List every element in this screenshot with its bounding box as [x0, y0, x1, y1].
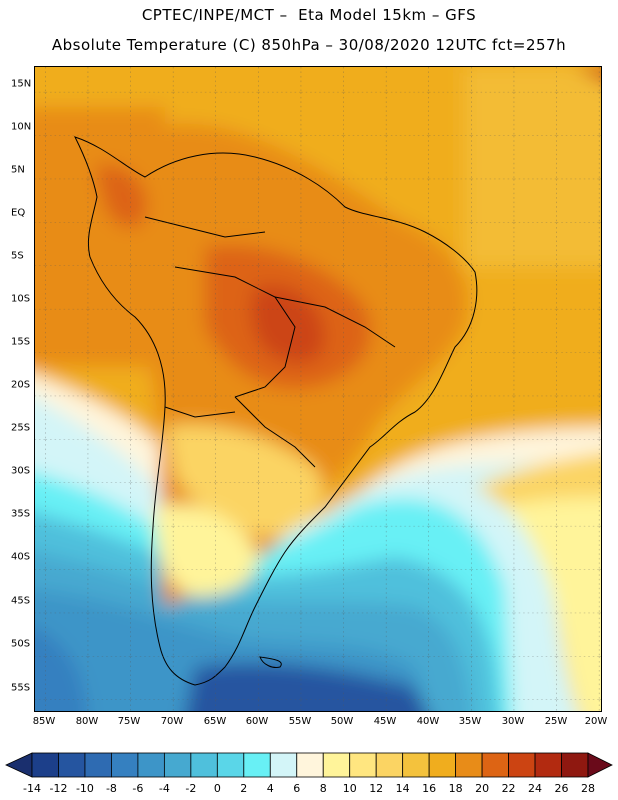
colorbar-cell — [349, 752, 377, 778]
lat-label: 35S — [11, 508, 31, 520]
colorbar-cell — [58, 752, 86, 778]
colorbar-label: 2 — [240, 782, 248, 795]
colorbar-cell — [402, 752, 430, 778]
colorbar-cell — [163, 752, 192, 778]
lat-label: 30S — [11, 465, 31, 477]
lon-label: 40W — [416, 716, 440, 727]
lon-label: 85W — [32, 716, 56, 727]
lat-label: 20S — [11, 379, 31, 391]
colorbar-cell — [534, 752, 562, 778]
colorbar-label: 16 — [422, 782, 437, 795]
lon-label: 70W — [160, 716, 184, 727]
lat-label: 5N — [11, 164, 25, 176]
colorbar-label: 24 — [528, 782, 543, 795]
colorbar-cell — [137, 752, 165, 778]
colorbar-label: -14 — [23, 782, 41, 795]
colorbar-label: 14 — [395, 782, 410, 795]
lon-label: 80W — [75, 716, 99, 727]
lat-label: 15S — [11, 336, 31, 348]
temperature-map[interactable] — [34, 66, 602, 712]
lon-label: 65W — [203, 716, 227, 727]
lat-label: 5S — [11, 250, 24, 262]
lon-label: 75W — [117, 716, 141, 727]
colorbar-label: -4 — [158, 782, 170, 795]
colorbar-label: 8 — [319, 782, 327, 795]
colorbar-cell — [296, 752, 324, 778]
colorbar-cell — [455, 752, 483, 778]
colorbar-cell — [561, 752, 589, 778]
colorbar-label: 6 — [293, 782, 301, 795]
colorbar-cell — [375, 752, 404, 778]
lon-label: 45W — [373, 716, 397, 727]
lat-label: 15N — [11, 78, 32, 90]
colorbar-label: 4 — [266, 782, 274, 795]
colorbar — [5, 752, 613, 778]
lat-label: 25S — [11, 422, 31, 434]
lat-label: 50S — [11, 638, 31, 650]
lon-label: 60W — [245, 716, 269, 727]
lat-label: 10N — [11, 121, 32, 133]
map-title-line1: CPTEC/INPE/MCT – Eta Model 15km – GFS — [141, 6, 477, 24]
colorbar-label: -2 — [185, 782, 197, 795]
colorbar-cell — [111, 752, 139, 778]
colorbar-cell — [190, 752, 218, 778]
colorbar-cell — [508, 752, 536, 778]
lon-label: 50W — [330, 716, 354, 727]
lat-label: 55S — [11, 682, 31, 694]
colorbar-label: -6 — [132, 782, 144, 795]
temperature-field — [35, 67, 601, 711]
colorbar-label: -10 — [75, 782, 94, 795]
colorbar-cell — [216, 752, 245, 778]
lat-label: 45S — [11, 595, 31, 607]
lon-label: 25W — [544, 716, 568, 727]
map-title-line2: Absolute Temperature (C) 850hPa – 30/08/… — [51, 36, 567, 54]
colorbar-label: -8 — [105, 782, 117, 795]
colorbar-label: -12 — [49, 782, 68, 795]
colorbar-cell — [84, 752, 112, 778]
colorbar-label: 28 — [581, 782, 595, 795]
colorbar-cell — [269, 752, 298, 778]
colorbar-over-arrow — [587, 752, 613, 778]
lon-label: 30W — [501, 716, 525, 727]
colorbar-label: 26 — [554, 782, 569, 795]
colorbar-label: 10 — [342, 782, 357, 795]
colorbar-cell — [31, 752, 59, 778]
colorbar-cell — [243, 752, 271, 778]
colorbar-cell — [322, 752, 351, 778]
lon-label: 35W — [458, 716, 482, 727]
colorbar-label: 12 — [369, 782, 384, 795]
lat-label: EQ — [11, 207, 26, 219]
colorbar-label: 22 — [501, 782, 516, 795]
colorbar-cell — [481, 752, 509, 778]
lon-label: 55W — [288, 716, 312, 727]
lat-label: 40S — [11, 551, 31, 563]
colorbar-label: 18 — [448, 782, 463, 795]
colorbar-cell — [428, 752, 457, 778]
colorbar-label: 0 — [213, 782, 221, 795]
lon-label: 20W — [584, 716, 608, 727]
lat-label: 10S — [11, 293, 31, 305]
colorbar-label: 20 — [475, 782, 490, 795]
colorbar-under-arrow — [5, 752, 33, 778]
